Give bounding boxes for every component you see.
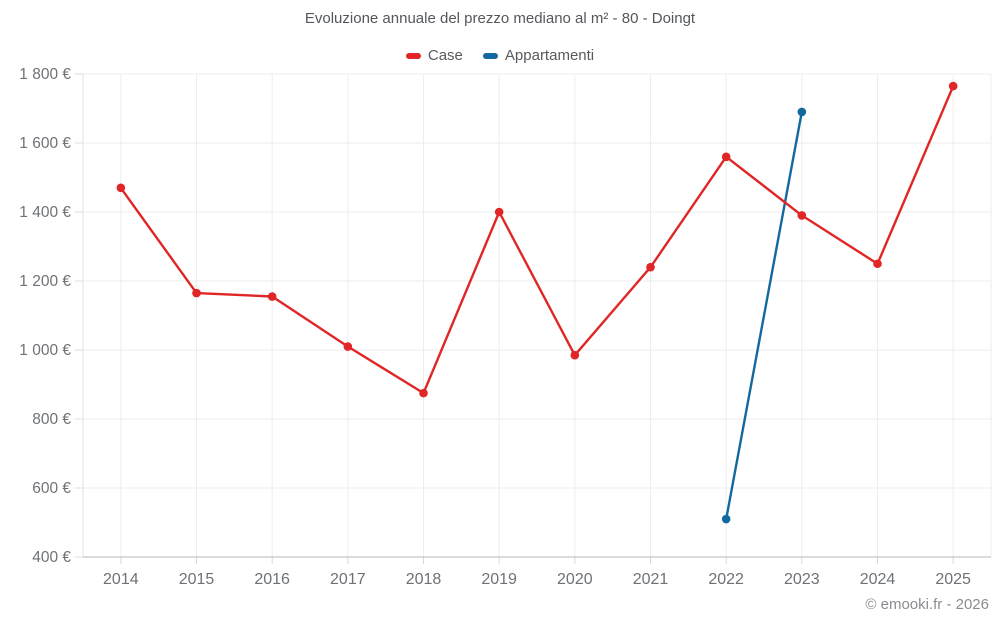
x-tick-label: 2016: [254, 571, 290, 588]
legend-label-case: Case: [427, 47, 463, 64]
y-tick-label: 600 €: [32, 480, 71, 497]
x-tick-label: 2018: [406, 571, 442, 588]
data-point-case-2021[interactable]: [646, 262, 655, 272]
y-tick-label: 1 200 €: [19, 273, 71, 290]
data-point-case-2019[interactable]: [494, 207, 504, 217]
data-point-case-2023[interactable]: [797, 211, 807, 220]
x-tick-label: 2024: [860, 571, 896, 588]
legend-marker-appartamenti-icon: [482, 52, 498, 59]
legend-item-appartamenti[interactable]: Appartamenti: [482, 47, 595, 64]
data-point-appartamenti-2022[interactable]: [721, 514, 731, 524]
legend-label-appartamenti: Appartamenti: [504, 47, 595, 64]
y-tick-label: 1 800 €: [19, 66, 71, 83]
x-tick-label: 2023: [784, 571, 820, 588]
series-line-appartamenti: [725, 110, 803, 521]
data-point-case-2015[interactable]: [192, 288, 201, 298]
legend-marker-case-icon: [405, 52, 421, 59]
x-tick-label: 2021: [633, 571, 669, 588]
series-line-case: [119, 84, 955, 395]
x-tick-label: 2017: [330, 571, 366, 588]
data-point-case-2016[interactable]: [267, 292, 277, 301]
y-tick-label: 800 €: [32, 411, 71, 428]
data-point-case-2018[interactable]: [419, 388, 428, 398]
chart-title: Evoluzione annuale del prezzo mediano al…: [304, 10, 696, 27]
x-tick-label: 2025: [935, 571, 971, 588]
data-point-case-2024[interactable]: [873, 259, 882, 269]
y-tick-label: 1 600 €: [19, 135, 71, 152]
data-point-case-2020[interactable]: [570, 350, 580, 360]
x-tick-label: 2014: [103, 571, 139, 588]
watermark-credit: © emooki.fr - 2026: [865, 596, 989, 613]
y-tick-label: 1 400 €: [19, 204, 71, 221]
data-point-appartamenti-2023[interactable]: [797, 107, 807, 117]
x-tick-label: 2015: [179, 571, 215, 588]
data-point-case-2014[interactable]: [116, 183, 126, 193]
data-point-case-2017[interactable]: [343, 342, 353, 351]
legend-item-case[interactable]: Case: [405, 47, 463, 64]
x-tick-label: 2020: [557, 571, 593, 588]
data-point-case-2022[interactable]: [721, 152, 731, 162]
y-tick-label: 1 000 €: [19, 342, 71, 359]
x-tick-label: 2019: [481, 571, 517, 588]
y-tick-label: 400 €: [32, 549, 71, 566]
chart-legend: Case Appartamenti: [0, 47, 1000, 64]
data-point-case-2025[interactable]: [948, 81, 958, 91]
x-tick-label: 2022: [708, 571, 744, 588]
